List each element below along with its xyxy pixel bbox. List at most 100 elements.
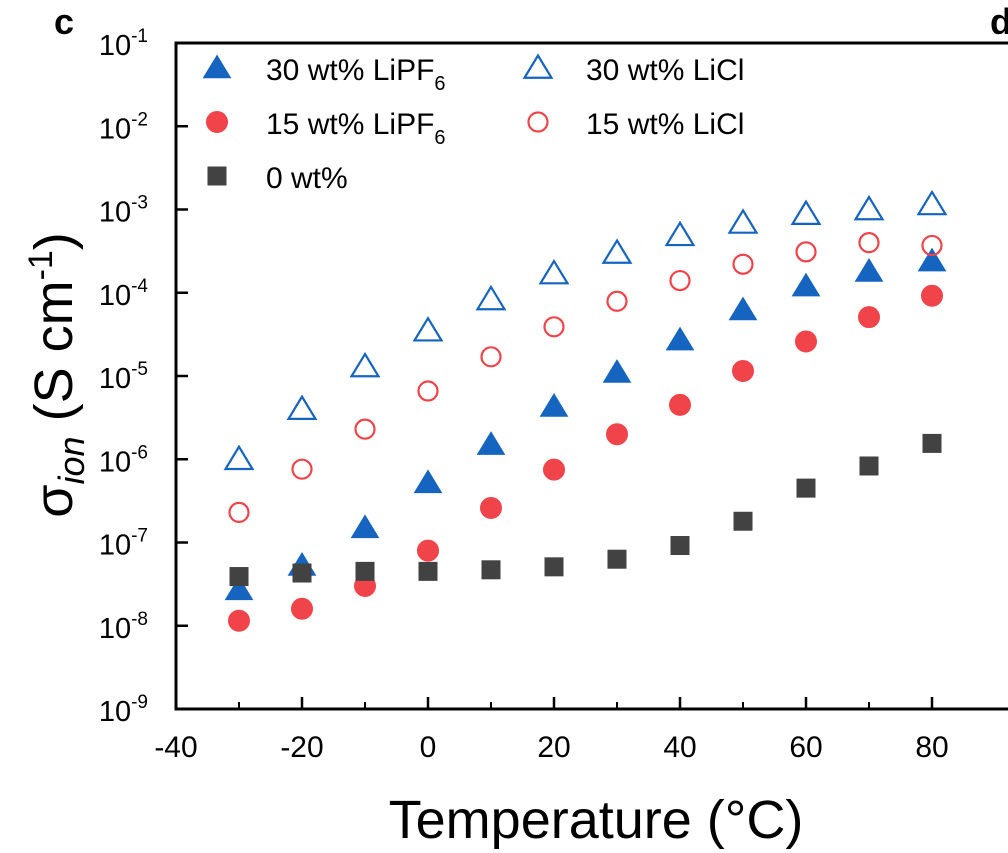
- y-tick-exponent: -2: [131, 109, 148, 130]
- data-point: [417, 380, 439, 402]
- data-point: [539, 393, 569, 417]
- y-tick-label: 10-9: [99, 692, 148, 728]
- legend-entry: 15 wt% LiPF6: [266, 108, 446, 149]
- axis-labels: Temperature (°C) σion (S cm-1): [22, 232, 803, 850]
- data-point: [606, 290, 628, 312]
- y-tick-exponent: -5: [131, 359, 148, 380]
- legend-label: 30 wt% LiPF: [266, 54, 434, 87]
- legend-marker: [206, 111, 228, 133]
- data-point: [727, 208, 759, 234]
- data-point: [791, 272, 821, 297]
- y-title-close: ): [24, 232, 84, 250]
- data-point: [350, 514, 380, 539]
- y-tick-base: 10: [99, 530, 131, 562]
- data-point: [412, 316, 444, 342]
- data-point: [607, 549, 627, 569]
- data-point: [664, 220, 696, 247]
- data-point: [291, 458, 313, 480]
- data-point: [859, 456, 879, 476]
- legend-label: 15 wt% LiCl: [586, 108, 744, 141]
- y-tick-exponent: -8: [131, 609, 148, 630]
- data-point: [480, 496, 502, 519]
- data-point: [917, 247, 947, 272]
- x-tick-label: 80: [915, 731, 948, 764]
- data-point: [853, 194, 885, 221]
- y-axis-title: σion (S cm-1): [22, 232, 92, 518]
- data-points: [223, 189, 948, 632]
- data-point: [229, 567, 249, 587]
- legend-marker: [527, 111, 549, 133]
- y-tick-base: 10: [99, 113, 131, 145]
- data-point: [349, 351, 381, 378]
- y-tick-label: 10-5: [99, 359, 148, 395]
- y-tick-base: 10: [99, 613, 131, 645]
- data-point: [292, 563, 312, 583]
- data-point: [733, 511, 753, 531]
- data-point: [921, 234, 943, 257]
- data-point: [732, 253, 754, 275]
- y-tick-exponent: -9: [131, 692, 148, 713]
- x-tick-label: 40: [663, 731, 696, 764]
- legend-marker: [207, 166, 227, 186]
- data-point: [291, 597, 313, 620]
- y-tick-base: 10: [99, 30, 131, 62]
- data-point: [732, 359, 754, 382]
- y-tick-label: 10-4: [99, 276, 149, 312]
- legend-label: 15 wt% LiPF: [266, 108, 434, 141]
- y-tick-base: 10: [99, 197, 131, 229]
- y-tick-label: 10-8: [99, 609, 148, 645]
- y-tick-label: 10-7: [99, 526, 148, 562]
- y-tick-label: 10-1: [99, 26, 148, 62]
- data-point: [728, 296, 758, 321]
- data-point: [796, 478, 816, 498]
- legend-entry: 30 wt% LiCl: [586, 54, 744, 87]
- legend-marker: [522, 53, 554, 79]
- data-point: [223, 444, 255, 471]
- y-tick-exponent: -6: [131, 442, 148, 463]
- y-tick-exponent: -4: [131, 276, 148, 297]
- data-point: [921, 284, 943, 307]
- panel-label-c: c: [54, 1, 74, 42]
- y-tick-exponent: -7: [131, 526, 148, 547]
- data-point: [601, 238, 633, 264]
- data-point: [413, 469, 443, 494]
- data-point: [543, 458, 565, 481]
- data-point: [606, 423, 628, 446]
- legend-entry: 0 wt%: [266, 162, 348, 195]
- legend-label: 0 wt%: [266, 162, 348, 195]
- data-point: [224, 576, 254, 601]
- data-point: [481, 560, 501, 580]
- x-tick-label: 60: [789, 731, 822, 764]
- data-point: [670, 536, 690, 556]
- data-point: [858, 306, 880, 329]
- panel-label-d: d: [990, 1, 1008, 42]
- axis-ticks: -40 -20 0 20 40 60 8010-910-810-710-610-510-41…: [99, 26, 949, 764]
- data-point: [538, 258, 570, 285]
- data-point: [355, 561, 375, 581]
- data-point: [669, 269, 691, 292]
- data-point: [795, 330, 817, 353]
- data-point: [669, 393, 691, 416]
- data-point: [602, 359, 632, 383]
- legend-entry: 30 wt% LiPF6: [266, 54, 446, 95]
- data-point: [916, 189, 948, 216]
- data-point: [854, 258, 884, 282]
- x-tick-label: -40: [154, 731, 197, 764]
- y-tick-base: 10: [99, 696, 131, 728]
- y-tick-exponent: -3: [131, 193, 148, 214]
- y-title-subscript: ion: [51, 436, 92, 484]
- legend-subscript: 6: [434, 73, 445, 95]
- data-point: [922, 433, 942, 453]
- y-title-symbol: σ: [24, 484, 84, 517]
- legend-marker: [202, 54, 232, 79]
- legend-subscript: 6: [434, 127, 445, 149]
- y-tick-base: 10: [99, 446, 131, 478]
- y-tick-label: 10-2: [99, 109, 148, 145]
- legend-label: 30 wt% LiCl: [586, 54, 744, 87]
- data-point: [417, 539, 439, 562]
- data-point: [286, 394, 318, 420]
- data-point: [480, 346, 502, 368]
- x-tick-label: 0: [420, 731, 437, 764]
